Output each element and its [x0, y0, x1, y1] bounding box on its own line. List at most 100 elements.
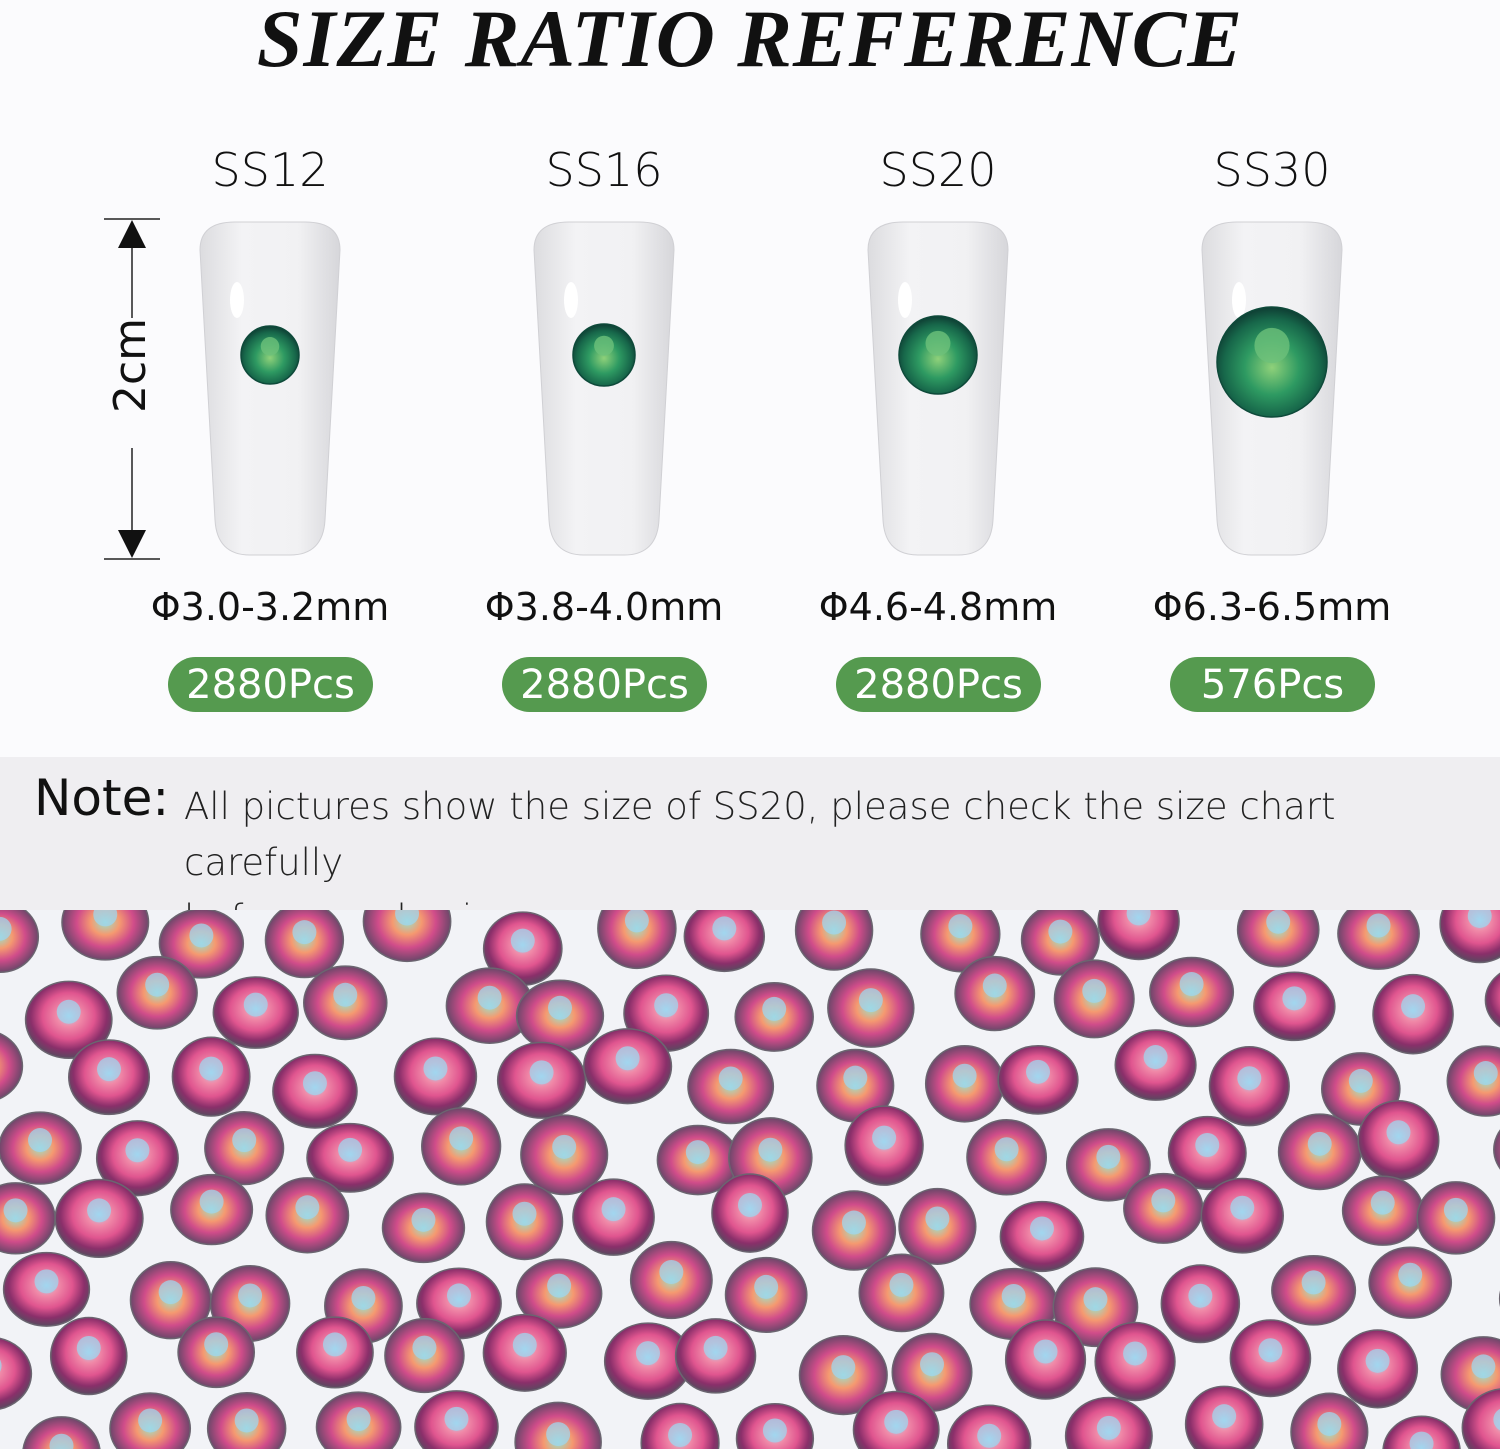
- rhinestone-facet: [712, 916, 737, 941]
- rhinestone-facet: [843, 1065, 868, 1090]
- rhinestone-facet: [1258, 1338, 1283, 1363]
- rhinestone-facet: [97, 1057, 122, 1082]
- diameter-label: Φ4.6-4.8mm: [818, 585, 1058, 629]
- rhinestone: [1337, 910, 1420, 970]
- rhinestone-facet: [49, 1433, 74, 1449]
- rhinestone-facet: [952, 1063, 977, 1088]
- rhinestone-facet: [1230, 1195, 1255, 1220]
- rhinestone-facet: [529, 1060, 554, 1085]
- rhinestone-facet: [1266, 910, 1291, 934]
- rhinestone-facet: [28, 1128, 53, 1153]
- rhinestone: [22, 1416, 101, 1449]
- rhinestone-facet: [1443, 1197, 1468, 1222]
- rhinestone-facet: [889, 1272, 914, 1297]
- rhinestone-facet: [552, 1134, 577, 1159]
- rhinestone-facet: [858, 988, 883, 1013]
- rhinestone-facet: [920, 1352, 945, 1377]
- count-badge: 2880Pcs: [836, 657, 1041, 712]
- rhinestone: [1493, 1129, 1500, 1170]
- rhinestone-facet: [994, 1137, 1019, 1162]
- rhinestone-facet: [762, 996, 787, 1021]
- rhinestone-facet: [1471, 1354, 1496, 1379]
- size-column-ss16: SS16: [454, 140, 754, 560]
- rhinestone: [0, 1337, 33, 1410]
- rhinestone-facet: [346, 1407, 371, 1432]
- diameter-label: Φ3.0-3.2mm: [150, 585, 390, 629]
- count-badge: 576Pcs: [1170, 657, 1375, 712]
- rhinestone-facet: [199, 1189, 224, 1214]
- rhinestone-facet: [87, 1198, 112, 1223]
- rhinestone-facet: [93, 910, 118, 927]
- size-column-ss20: SS20: [788, 140, 1088, 560]
- rhinestone-facet: [1365, 1348, 1390, 1373]
- rhinestone-facet: [872, 1125, 897, 1150]
- nail-tip-image: [867, 221, 1009, 556]
- rhinestone-facet: [1123, 1341, 1148, 1366]
- rhinestone-facet: [659, 1260, 684, 1285]
- rhinestone-facet: [333, 982, 358, 1007]
- rhinestone-facet: [1301, 1270, 1326, 1295]
- rhinestone-facet: [444, 1406, 469, 1431]
- rhinestone-facet: [322, 1332, 347, 1357]
- rhinestone: [794, 910, 874, 971]
- rhinestone-facet: [1143, 1045, 1168, 1070]
- rhinestone-facet: [977, 1423, 1002, 1448]
- rhinestone: [1461, 1388, 1500, 1449]
- rhinestone-facet: [831, 1355, 856, 1380]
- rhinestone-facet: [395, 910, 420, 926]
- rhinestone-facet: [338, 1137, 363, 1162]
- rhinestone-facet: [615, 1046, 640, 1071]
- rhinestone-facet: [1082, 978, 1107, 1003]
- rhinestone: [683, 910, 766, 973]
- rhinestone-facet: [34, 1269, 59, 1294]
- rhinestone-facet: [512, 1332, 537, 1357]
- rhinestone-facet: [635, 1341, 660, 1366]
- rhinestone-facet: [982, 973, 1007, 998]
- rhinestone: [1236, 910, 1320, 968]
- rhinestone-facet: [1096, 1415, 1121, 1440]
- rhinestone-facet: [243, 992, 268, 1017]
- rhinestone-facet: [948, 914, 973, 939]
- rhinestone-facet: [1282, 986, 1307, 1011]
- rhinestone-facet: [668, 1422, 693, 1447]
- rhinestone-facet: [145, 972, 170, 997]
- rhinestone-facet: [1366, 913, 1391, 938]
- rhinestone-facet: [703, 1335, 728, 1360]
- rhinestone-facet: [758, 1137, 783, 1162]
- rhinestone-facet: [0, 1359, 2, 1372]
- size-name: SS16: [545, 143, 663, 197]
- count-badge: 2880Pcs: [502, 657, 707, 712]
- rhinestone-facet: [477, 985, 502, 1010]
- rhinestone: [362, 910, 452, 963]
- rhinestone-facet: [189, 923, 214, 948]
- rhinestone-facet: [411, 1207, 436, 1232]
- rhinestone-facet: [1401, 994, 1426, 1019]
- height-measure-arrow: [104, 218, 160, 560]
- nail-tip-image: [199, 221, 341, 556]
- rhinestone-facet: [232, 1128, 257, 1153]
- rhinestones-image: [0, 910, 1500, 1449]
- rhinestone: [0, 1032, 24, 1100]
- rhinestone-facet: [884, 1409, 909, 1434]
- rhinestone-facet: [925, 1206, 950, 1231]
- rhinestone-facet: [1195, 1133, 1220, 1158]
- rhinestone-facet: [449, 1126, 474, 1151]
- rhinestone-facet: [158, 1280, 183, 1305]
- size-name: SS30: [1213, 143, 1331, 197]
- note-banner: Note: All pictures show the size of SS20…: [0, 757, 1500, 940]
- rhinestone-facet: [1473, 1061, 1498, 1086]
- rhinestone-facet: [737, 1193, 762, 1218]
- rhinestone-facet: [1493, 1408, 1500, 1431]
- rhinestone-facet: [762, 1418, 787, 1443]
- rhinestone-facet: [547, 1273, 572, 1298]
- rhinestone-facet: [56, 999, 81, 1024]
- rhinestone: [1097, 910, 1180, 961]
- size-name: SS12: [211, 143, 329, 197]
- rhinestone-facet: [841, 1210, 866, 1235]
- rhinestone-facet: [1348, 1068, 1373, 1093]
- rhinestone: [1484, 972, 1500, 1028]
- rhinestone-facet: [76, 1336, 101, 1361]
- size-column-ss30: SS30: [1122, 140, 1422, 560]
- rhinestone-facet: [1237, 1066, 1262, 1091]
- rhinestone-facet: [685, 1140, 710, 1165]
